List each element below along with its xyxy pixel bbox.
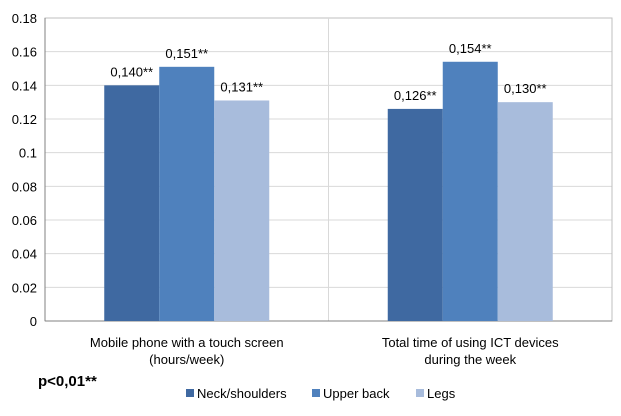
y-tick-label: 0.1	[19, 146, 37, 161]
y-tick-label: 0.08	[12, 179, 37, 194]
legend-swatch	[416, 389, 424, 397]
bar	[497, 102, 553, 322]
y-tick-label: 0.06	[12, 213, 37, 228]
legend-label: Upper back	[323, 386, 390, 401]
bar	[214, 100, 270, 321]
legend-swatch	[312, 389, 320, 397]
x-tick-label: Total time of using ICT devices	[382, 335, 559, 350]
bar	[104, 85, 160, 321]
data-label: 0,154**	[449, 41, 492, 56]
y-tick-label: 0.14	[12, 78, 37, 93]
y-tick-label: 0.02	[12, 280, 37, 295]
x-tick-label: (hours/week)	[149, 352, 224, 367]
data-label: 0,130**	[504, 81, 547, 96]
bar	[387, 108, 443, 322]
y-tick-label: 0.18	[12, 11, 37, 26]
data-label: 0,140**	[110, 64, 153, 79]
x-tick-label: Mobile phone with a touch screen	[90, 335, 284, 350]
y-tick-label: 0.04	[12, 247, 37, 262]
legend-swatch	[186, 389, 194, 397]
data-label: 0,131**	[220, 79, 263, 94]
bar	[442, 61, 498, 322]
data-label: 0,151**	[165, 46, 208, 61]
y-tick-label: 0	[30, 314, 37, 329]
legend-label: Neck/shoulders	[197, 386, 287, 401]
legend-label: Legs	[427, 386, 456, 401]
y-tick-label: 0.12	[12, 112, 37, 127]
significance-note: p<0,01**	[38, 373, 97, 390]
bar	[159, 66, 215, 321]
data-label: 0,126**	[394, 88, 437, 103]
x-tick-label: during the week	[424, 352, 516, 367]
y-tick-label: 0.16	[12, 45, 37, 60]
